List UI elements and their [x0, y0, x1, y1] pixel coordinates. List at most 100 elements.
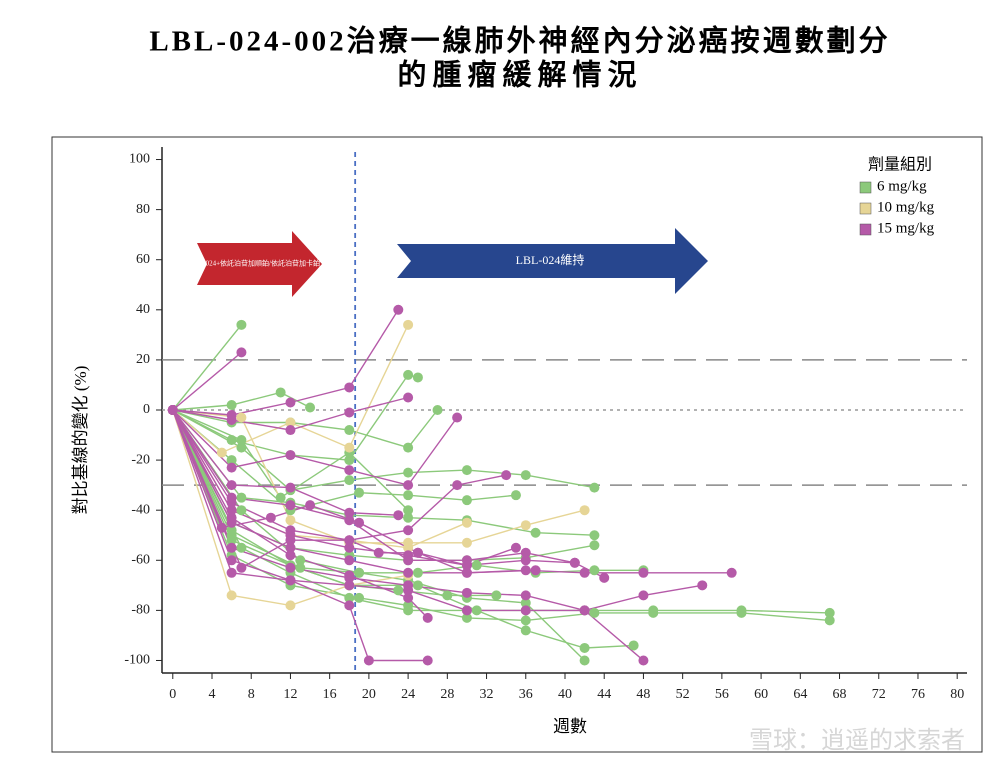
legend-label: 10 mg/kg — [877, 199, 935, 215]
data-point — [344, 535, 355, 546]
data-point — [285, 575, 296, 586]
data-point — [295, 562, 306, 573]
data-point — [344, 475, 355, 486]
data-point — [226, 399, 237, 410]
data-point — [589, 530, 600, 541]
data-point — [226, 512, 237, 523]
data-point — [461, 517, 472, 528]
data-point — [295, 555, 306, 566]
data-point — [589, 565, 600, 576]
data-point — [285, 450, 296, 461]
data-point — [216, 447, 227, 458]
data-point — [471, 605, 482, 616]
x-tick-label: 72 — [872, 687, 886, 702]
data-point — [422, 612, 433, 623]
y-axis-label: 對比基線的變化 (%) — [71, 366, 90, 515]
data-point — [403, 525, 414, 536]
data-point — [638, 590, 649, 601]
data-point — [461, 537, 472, 548]
data-point — [354, 567, 365, 578]
data-point — [226, 455, 237, 466]
data-point — [226, 492, 237, 503]
data-point — [452, 480, 463, 491]
data-point — [422, 655, 433, 666]
patient-line — [172, 409, 517, 569]
data-point — [403, 542, 414, 553]
patient-line — [172, 409, 439, 449]
x-tick-label: 56 — [715, 687, 729, 702]
data-point — [236, 319, 247, 330]
data-point — [510, 542, 521, 553]
x-tick-label: 60 — [754, 687, 768, 702]
data-point — [226, 435, 237, 446]
data-point — [520, 555, 531, 566]
data-point — [354, 592, 365, 603]
x-tick-label: 80 — [950, 687, 964, 702]
y-tick-label: -60 — [131, 553, 150, 568]
data-point — [305, 500, 316, 511]
data-point — [403, 505, 414, 516]
data-point — [491, 590, 502, 601]
data-point — [824, 607, 835, 618]
data-point — [285, 397, 296, 408]
patient-line — [172, 409, 595, 491]
x-tick-label: 20 — [362, 687, 376, 702]
data-point — [403, 600, 414, 611]
legend-swatch — [859, 202, 872, 215]
x-tick-label: 24 — [401, 687, 415, 702]
patient-line — [172, 391, 311, 411]
data-point — [638, 655, 649, 666]
data-point — [236, 347, 247, 358]
data-point — [265, 512, 276, 523]
data-point — [226, 542, 237, 553]
data-point — [412, 372, 423, 383]
data-point — [520, 615, 531, 626]
data-point — [461, 612, 472, 623]
data-point — [393, 510, 404, 521]
x-tick-label: 76 — [911, 687, 925, 702]
chart-title: 的腫瘤緩解情況 — [397, 58, 642, 92]
y-tick-label: 60 — [136, 252, 150, 267]
data-point — [236, 435, 247, 446]
data-point — [403, 369, 414, 380]
y-tick-label: 80 — [136, 202, 150, 217]
x-tick-label: 0 — [169, 687, 176, 702]
data-point — [403, 392, 414, 403]
data-point — [648, 607, 659, 618]
x-tick-label: 64 — [793, 687, 807, 702]
data-point — [393, 585, 404, 596]
data-point — [354, 517, 365, 528]
data-point — [403, 592, 414, 603]
data-point — [412, 567, 423, 578]
data-point — [736, 607, 747, 618]
data-point — [226, 480, 237, 491]
data-point — [285, 542, 296, 553]
patient-line — [172, 409, 830, 614]
data-point — [589, 482, 600, 493]
data-point — [285, 562, 296, 573]
data-point — [344, 580, 355, 591]
data-point — [344, 455, 355, 466]
data-point — [589, 540, 600, 551]
data-point — [520, 605, 531, 616]
data-point — [236, 542, 247, 553]
data-point — [569, 557, 580, 568]
data-point — [393, 304, 404, 315]
annotation: LBL-024維持 — [516, 252, 585, 267]
data-point — [285, 550, 296, 561]
data-point — [226, 525, 237, 536]
data-point — [403, 467, 414, 478]
data-point — [726, 567, 737, 578]
data-point — [452, 412, 463, 423]
data-point — [403, 480, 414, 491]
data-point — [824, 615, 835, 626]
annotation: LBL-024+依託泊苷加順鉑/依託泊苷加卡鉑 — [190, 259, 320, 268]
data-point — [412, 580, 423, 591]
data-point — [530, 527, 541, 538]
data-point — [285, 425, 296, 436]
data-point — [520, 520, 531, 531]
data-point — [579, 567, 590, 578]
x-tick-label: 44 — [597, 687, 611, 702]
patient-line — [172, 324, 242, 411]
data-point — [216, 522, 227, 533]
